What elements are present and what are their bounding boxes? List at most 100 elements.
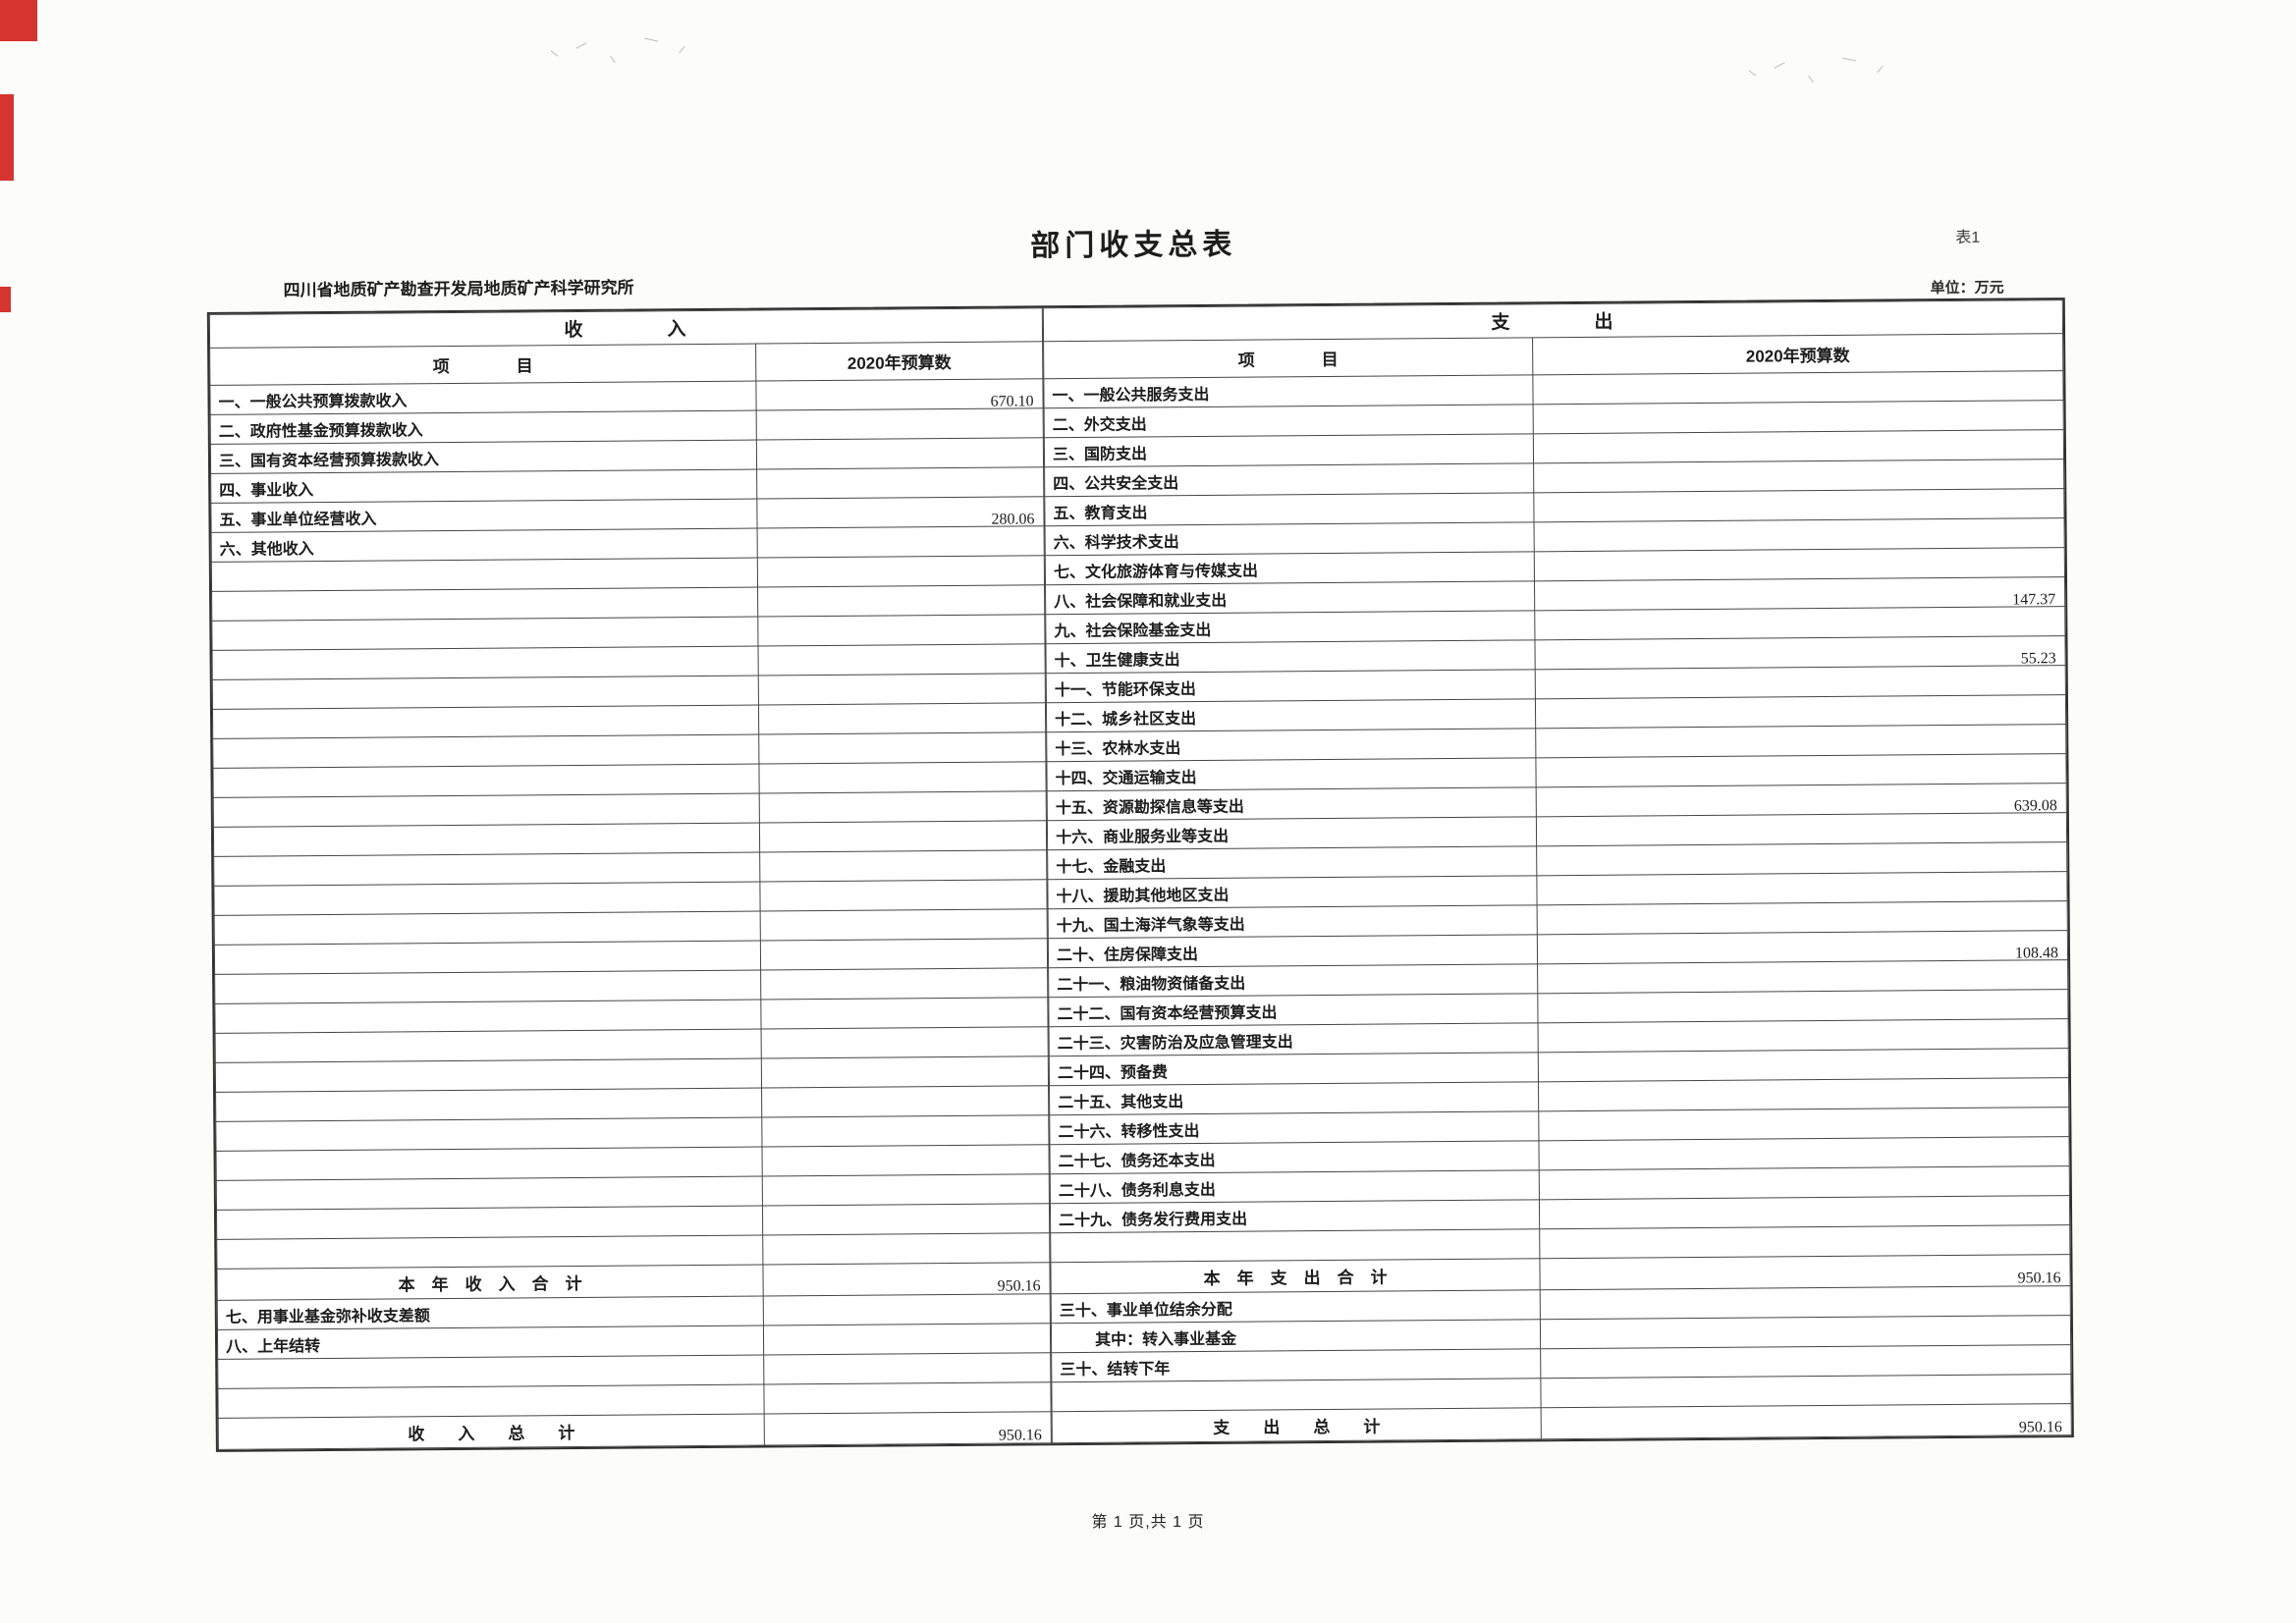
- income-item-value: [756, 466, 1044, 500]
- income-item-label: 一、一般公共预算拨款收入: [209, 381, 757, 415]
- expenditure-item-label: 五、教育支出: [1044, 492, 1535, 526]
- expenditure-item-label: 七、文化旅游体育与传媒支出: [1045, 551, 1535, 585]
- expenditure-budget-column-header: 2020年预算数: [1532, 333, 2063, 375]
- income-item-label: [213, 793, 760, 828]
- expenditure-item-label: 二十五、其他支出: [1049, 1081, 1539, 1115]
- expenditure-item-label: [1051, 1378, 1542, 1412]
- expenditure-item-label: 十八、援助其他地区支出: [1047, 875, 1538, 909]
- income-item-value: [759, 849, 1047, 883]
- expenditure-item-value: [1535, 665, 2066, 699]
- income-item-value: 280.06: [756, 496, 1045, 529]
- income-item-value: [759, 820, 1047, 853]
- income-item-label: 收 入 总 计: [218, 1414, 765, 1450]
- expenditure-item-label: 十一、节能环保支出: [1046, 669, 1536, 703]
- income-item-label: 七、用事业基金弥补收支差额: [217, 1296, 764, 1330]
- expenditure-item-label: 十六、商业服务业等支出: [1047, 816, 1537, 850]
- income-item-value: [763, 1352, 1051, 1385]
- expenditure-item-label: 十、卫生健康支出: [1045, 639, 1536, 674]
- income-item-label: [215, 1058, 762, 1093]
- income-item-value: [762, 1232, 1050, 1266]
- expenditure-item-label: 二、外交支出: [1044, 404, 1534, 438]
- expenditure-item-label: 二十二、国有资本经营预算支出: [1048, 993, 1539, 1027]
- income-item-value: [762, 1173, 1050, 1207]
- expenditure-item-label: 十二、城乡社区支出: [1046, 698, 1536, 732]
- expenditure-item-value: [1533, 429, 2064, 463]
- expenditure-item-value: [1539, 1165, 2070, 1200]
- expenditure-item-value: [1533, 459, 2064, 493]
- income-item-label: [214, 911, 761, 946]
- income-item-label: [211, 558, 758, 592]
- expenditure-item-value: 950.16: [1541, 1403, 2072, 1439]
- income-item-label: [213, 823, 760, 857]
- expenditure-item-value: [1540, 1374, 2072, 1408]
- income-item-value: [761, 1114, 1050, 1148]
- expenditure-item-value: [1533, 488, 2065, 522]
- expenditure-row: 支 出 总 计 950.16: [1052, 1403, 2072, 1443]
- income-item-label: [211, 587, 758, 622]
- income-item-value: [761, 1085, 1049, 1118]
- income-item-value: [758, 761, 1047, 794]
- income-item-label: [216, 1235, 763, 1270]
- expenditure-item-label: 四、公共安全支出: [1044, 462, 1534, 497]
- budget-table: 收 入 项 目 2020年预算数 一、一般公共预算拨款收入 670.10 二、政府性…: [206, 298, 2074, 1452]
- income-item-value: 950.16: [764, 1411, 1052, 1446]
- expenditure-item-label: 十五、资源勘探信息等支出: [1047, 786, 1537, 821]
- expenditure-item-value: 950.16: [1539, 1254, 2071, 1290]
- expenditure-item-value: [1534, 606, 2065, 640]
- expenditure-item-label: 二十四、预备费: [1049, 1052, 1539, 1086]
- income-item-label: [213, 882, 761, 916]
- expenditure-item-value: 147.37: [1534, 576, 2065, 611]
- income-item-label: 四、事业收入: [210, 469, 757, 504]
- expenditure-item-label: 本 年 支 出 合 计: [1050, 1258, 1541, 1294]
- income-item-value: [761, 1144, 1050, 1177]
- income-item-label: 八、上年结转: [217, 1325, 764, 1360]
- expenditure-item-label: 二十、住房保障支出: [1048, 934, 1538, 968]
- income-row: 收 入 总 计 950.16: [218, 1411, 1052, 1450]
- income-item-value: [757, 584, 1045, 618]
- income-item-value: [757, 555, 1045, 588]
- income-item-label: [212, 734, 759, 769]
- income-item-label: [214, 1000, 762, 1034]
- income-item-label: 六、其他收入: [211, 528, 758, 563]
- income-item-label: [212, 764, 760, 798]
- scan-red-edge-mark: [0, 94, 14, 181]
- expenditure-item-label: 八、社会保障和就业支出: [1045, 580, 1535, 615]
- income-item-value: [760, 967, 1048, 1001]
- income-item-value: [763, 1323, 1051, 1356]
- income-item-label: [213, 852, 760, 887]
- expenditure-item-value: [1538, 1018, 2069, 1053]
- income-item-value: [758, 731, 1046, 765]
- expenditure-item-label: 三十、事业单位结余分配: [1051, 1289, 1541, 1324]
- page-number-footer: 第 1 页,共 1 页: [1091, 1514, 1205, 1531]
- income-item-value: [758, 702, 1046, 735]
- expenditure-item-value: [1534, 547, 2065, 581]
- income-item-value: 670.10: [755, 378, 1044, 411]
- income-item-value: [760, 938, 1048, 971]
- income-item-label: [217, 1384, 765, 1419]
- income-item-value: [758, 673, 1046, 706]
- income-item-label: [216, 1176, 763, 1211]
- unit-label: 单位：万元: [1930, 279, 2004, 298]
- expenditure-item-value: [1537, 959, 2068, 994]
- income-item-value: 950.16: [762, 1262, 1051, 1297]
- income-item-value: [763, 1293, 1051, 1326]
- income-item-label: [212, 676, 759, 710]
- expenditure-item-label: 支 出 总 计: [1052, 1407, 1542, 1443]
- expenditure-item-column-header: 项 目: [1043, 337, 1533, 379]
- income-item-value: [756, 437, 1044, 470]
- expenditure-item-value: [1538, 1107, 2069, 1141]
- income-item-value: [761, 1026, 1049, 1059]
- income-item-value: [759, 879, 1048, 912]
- expenditure-item-value: [1539, 1195, 2070, 1229]
- income-item-label: 三、国有资本经营预算拨款收入: [210, 440, 757, 474]
- expenditure-item-value: [1540, 1344, 2071, 1379]
- organization-name: 四川省地质矿产勘查开发局地质矿产科学研究所: [283, 278, 634, 300]
- expenditure-item-label: 十三、农林水支出: [1046, 728, 1536, 762]
- expenditure-item-label: 二十八、债务利息支出: [1050, 1169, 1540, 1204]
- income-item-value: [756, 407, 1044, 441]
- expenditure-item-label: 二十一、粮油物资储备支出: [1048, 963, 1538, 998]
- expenditure-item-label: 三十、结转下年: [1051, 1348, 1541, 1382]
- expenditure-item-value: 108.48: [1537, 930, 2068, 964]
- income-item-label: [215, 1088, 762, 1122]
- income-item-label: 五、事业单位经营收入: [210, 499, 758, 533]
